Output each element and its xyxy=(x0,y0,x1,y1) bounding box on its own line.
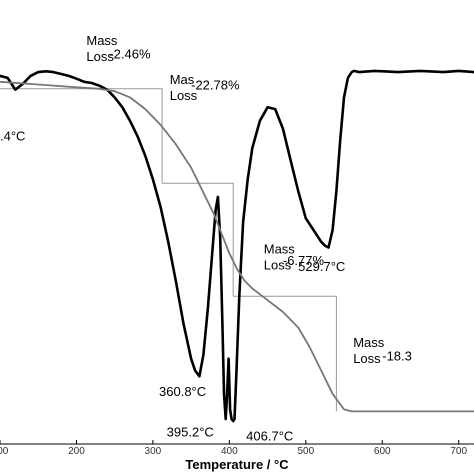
x-tick-label: 400 xyxy=(221,446,238,457)
mass-loss-step-1 xyxy=(0,88,163,184)
mass-loss-1-value: -2.46% xyxy=(109,46,151,61)
mass-loss-3-label: Mass Loss xyxy=(264,241,296,272)
peak-395-label: 395.2°C xyxy=(167,425,214,440)
peak-left-label: .4°C xyxy=(0,128,25,143)
x-axis-ticks: 100 200 300 400 500 600 700 xyxy=(0,440,467,457)
peak-406-label: 406.7°C xyxy=(246,429,293,444)
mass-loss-2-value: -22.78% xyxy=(191,78,240,93)
mass-loss-4-value: -18.3 xyxy=(382,349,412,364)
x-tick-label: 600 xyxy=(374,446,391,457)
mass-loss-step-3 xyxy=(233,295,337,412)
mass-loss-2-label: Mas Loss xyxy=(170,72,198,103)
annotations-group: Mass Loss-2.46%Mas Loss-22.78%Mass Loss-6.7… xyxy=(0,33,412,444)
x-tick-label: 700 xyxy=(450,446,467,457)
mass-loss-3-value: -6.77% xyxy=(283,253,325,268)
mass-loss-1-label: Mass Loss xyxy=(86,33,118,64)
x-axis-label: Temperature / °C xyxy=(185,457,289,472)
x-tick-label: 300 xyxy=(145,446,162,457)
x-tick-label: 500 xyxy=(297,446,314,457)
mass-loss-step-2 xyxy=(162,182,234,297)
x-tick-label: 200 xyxy=(68,446,85,457)
series-group xyxy=(0,69,474,423)
mass-loss-step-lines xyxy=(0,88,337,412)
dtg-curve xyxy=(0,69,474,423)
peak-529-label: 529.7°C xyxy=(298,259,345,274)
peak-360-label: 360.8°C xyxy=(159,384,206,399)
x-tick-label: 100 xyxy=(0,446,9,457)
tg-curve xyxy=(0,80,474,413)
mass-loss-4-label: Mass Loss xyxy=(353,335,385,366)
